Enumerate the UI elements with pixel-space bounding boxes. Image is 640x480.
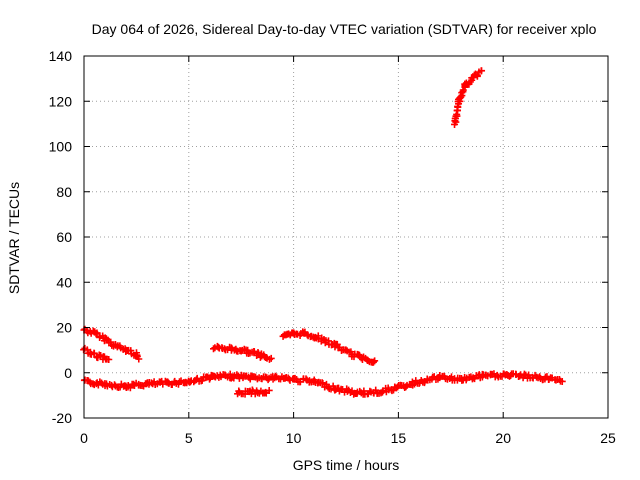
x-tick-label: 25 [600, 430, 616, 446]
x-tick-label: 5 [185, 430, 193, 446]
chart-title: Day 064 of 2026, Sidereal Day-to-day VTE… [92, 21, 597, 37]
series-arc-1 [80, 325, 143, 363]
series-arc-6 [279, 328, 379, 366]
series-arc-2 [80, 344, 113, 363]
series-arc-4 [210, 342, 275, 363]
data-point [360, 387, 368, 395]
data-point [371, 357, 379, 365]
data-point [135, 355, 143, 363]
data-point [558, 377, 566, 385]
y-tick-label: 100 [49, 139, 73, 155]
data-point [478, 67, 486, 75]
y-tick-label: 80 [56, 184, 72, 200]
series-arc-8 [451, 67, 486, 128]
plot-frame [83, 55, 609, 419]
y-tick-label: 40 [56, 274, 72, 290]
axis-ticks: 0 5 10 15 20 25 -20 0 20 40 60 80 100 120 140 [49, 48, 616, 446]
y-tick-label: -20 [52, 410, 72, 426]
data-point [267, 354, 275, 362]
y-tick-label: 120 [49, 93, 73, 109]
series-arc-7 [269, 370, 566, 398]
data-point [369, 358, 377, 366]
data-point [126, 384, 134, 392]
y-axis-label: SDTVAR / TECUs [6, 182, 22, 294]
data-point [300, 329, 308, 337]
grid-lines [84, 56, 608, 418]
data-series [80, 67, 566, 398]
series-arc-3 [80, 370, 277, 392]
x-axis-label: GPS time / hours [293, 457, 400, 473]
x-tick-label: 20 [495, 430, 511, 446]
y-tick-label: 20 [56, 320, 72, 336]
x-tick-label: 15 [391, 430, 407, 446]
x-tick-label: 10 [286, 430, 302, 446]
data-point [92, 330, 100, 338]
series-arc-5 [234, 386, 273, 398]
x-tick-label: 0 [80, 430, 88, 446]
data-point [265, 386, 273, 394]
data-point [198, 376, 206, 384]
y-tick-label: 0 [64, 365, 72, 381]
data-point [262, 353, 270, 361]
data-point [250, 348, 258, 356]
data-point [105, 355, 113, 363]
data-point [107, 338, 115, 346]
data-point [459, 88, 467, 96]
y-tick-label: 60 [56, 229, 72, 245]
data-point [402, 383, 410, 391]
y-tick-label: 140 [49, 48, 73, 64]
data-point [457, 93, 465, 101]
